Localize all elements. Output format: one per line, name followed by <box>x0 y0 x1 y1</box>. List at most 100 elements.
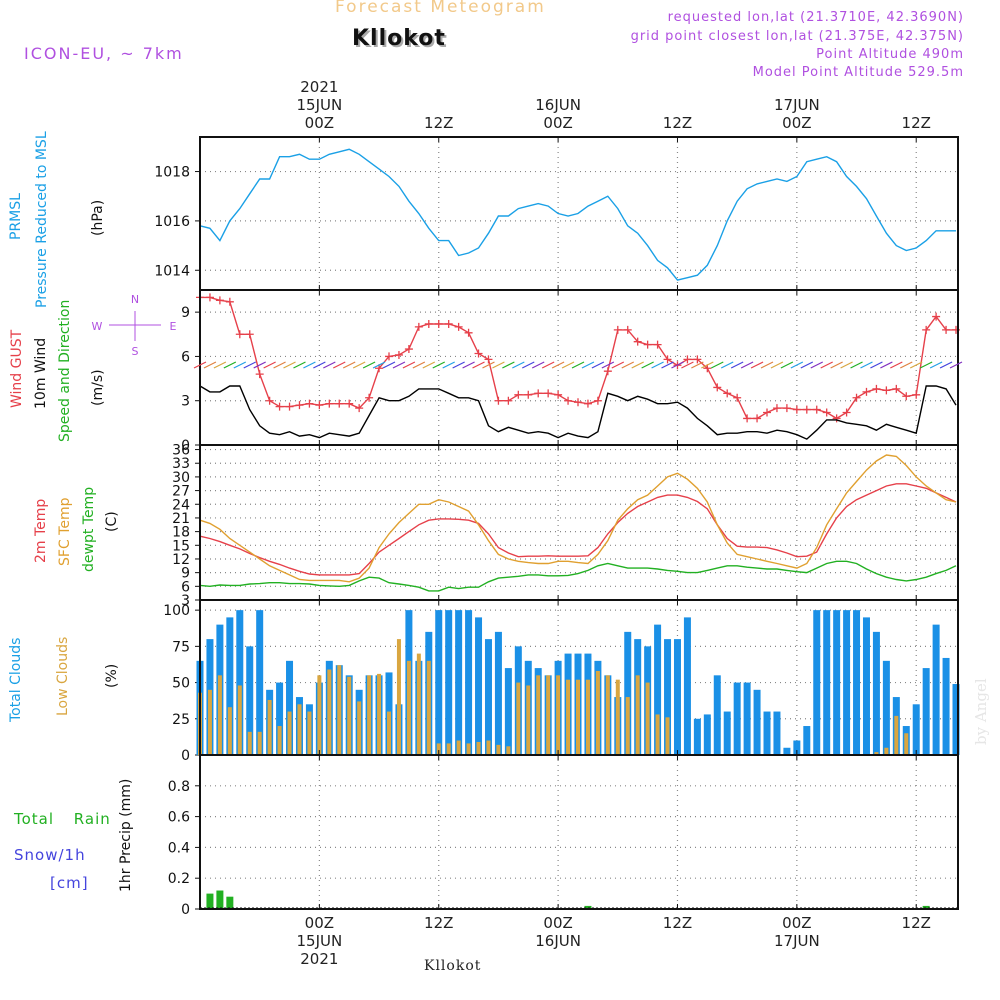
gust-point <box>385 352 394 361</box>
label-total-rain: Total Rain <box>14 810 111 828</box>
gust-point <box>872 384 881 393</box>
low-cloud-bar <box>635 675 640 755</box>
low-cloud-bar <box>307 711 312 755</box>
gust-point <box>633 337 642 346</box>
time-label-bottom: 12Z <box>902 914 931 932</box>
wind-direction-arrow <box>303 361 316 369</box>
time-label-top: 12Z <box>663 114 692 132</box>
gust-point <box>464 328 473 337</box>
wind-direction-arrow <box>452 361 465 369</box>
low-cloud-bar <box>576 679 581 755</box>
low-cloud-bar <box>207 689 212 755</box>
wind-direction-arrow <box>740 361 754 369</box>
total-cloud-bar <box>942 657 950 755</box>
gust-point <box>743 414 752 423</box>
gust-point <box>802 405 811 414</box>
time-label-top: 12Z <box>424 114 453 132</box>
time-label-bottom: 00Z <box>782 914 811 932</box>
gust-point <box>424 319 433 328</box>
low-cloud-bar <box>566 679 571 755</box>
gust-point <box>613 325 622 334</box>
gust-point <box>215 296 224 305</box>
gust-point <box>305 399 314 408</box>
rain-bar <box>216 890 224 909</box>
panel-frame <box>199 444 959 601</box>
total-cloud-bar <box>286 660 294 755</box>
gust-point <box>772 404 781 413</box>
gust-point <box>504 396 513 405</box>
wind-direction-arrow <box>830 361 843 369</box>
wind-direction-arrow <box>313 361 326 369</box>
gust-point <box>892 384 901 393</box>
gust-point <box>942 325 951 334</box>
gust-point <box>434 319 443 328</box>
total-cloud-bar <box>664 639 672 755</box>
rain-bar <box>922 905 930 909</box>
wind-direction-arrow <box>800 361 814 369</box>
wind-direction-arrow <box>332 361 346 369</box>
total-cloud-bar <box>475 617 483 755</box>
rain-bar <box>206 893 214 909</box>
y-tick-label: 3 <box>181 593 190 609</box>
low-cloud-bar <box>247 731 252 755</box>
low-cloud-bar <box>884 747 889 755</box>
low-cloud-bar <box>595 670 600 755</box>
wind-direction-arrow <box>531 361 545 369</box>
wind-direction-arrow <box>720 361 734 369</box>
total-cloud-bar <box>783 747 791 755</box>
total-cloud-bar <box>922 668 930 755</box>
low-cloud-bar <box>894 715 899 755</box>
rain-bar <box>226 896 234 909</box>
wind-direction-arrow <box>342 361 356 369</box>
wind-direction-arrow <box>840 361 853 369</box>
gust-point <box>554 390 563 399</box>
gust-point <box>593 396 602 405</box>
low-cloud-bar <box>337 665 342 755</box>
y-tick-label: 27 <box>172 484 190 500</box>
series-line-2m-temp <box>199 483 957 576</box>
gust-point <box>832 414 841 423</box>
wind-direction-arrow <box>929 361 943 369</box>
wind-direction-arrow <box>671 361 684 369</box>
rain-bar <box>584 905 592 909</box>
total-cloud-bar <box>743 682 751 755</box>
y-tick-label: 24 <box>172 497 190 513</box>
time-label-top: 17JUN <box>774 96 820 114</box>
gust-point <box>653 340 662 349</box>
wind-direction-arrow <box>890 361 903 369</box>
y-tick-label: 6 <box>181 579 190 595</box>
wind-direction-arrow <box>581 361 595 369</box>
gust-point <box>245 330 254 339</box>
gust-point <box>365 393 374 402</box>
y-tick-label: 6 <box>181 349 190 365</box>
total-cloud-bar <box>932 624 940 755</box>
total-cloud-bar <box>465 610 473 755</box>
model-altitude: Model Point Altitude 529.5m <box>752 65 964 80</box>
time-label-top: 00Z <box>305 114 334 132</box>
low-cloud-bar <box>546 675 551 755</box>
wind-direction-arrow <box>949 361 963 369</box>
time-label-top: 00Z <box>543 114 572 132</box>
wind-direction-arrow <box>402 361 416 369</box>
y-tick-label: 9 <box>181 305 190 321</box>
low-cloud-bar <box>317 675 322 755</box>
gust-point <box>285 402 294 411</box>
panel-clouds <box>195 599 960 756</box>
gust-point <box>842 408 851 417</box>
time-label-top: 00Z <box>782 114 811 132</box>
wind-direction-arrow <box>631 361 644 369</box>
low-cloud-bar <box>367 675 372 755</box>
compass-w: W <box>92 320 103 333</box>
low-cloud-bar <box>277 726 282 755</box>
gust-point <box>255 370 264 379</box>
grid-coords: grid point closest lon,lat (21.375E, 42.… <box>630 29 964 44</box>
low-cloud-bar <box>904 733 909 755</box>
y-tick-label: 15 <box>172 538 190 554</box>
low-cloud-bar <box>506 746 511 755</box>
wind-direction-arrow <box>730 361 744 369</box>
wind-direction-arrow <box>372 361 386 369</box>
wind-direction-arrow <box>601 361 615 369</box>
low-cloud-bar <box>396 639 401 755</box>
wind-direction-arrow <box>243 361 257 369</box>
